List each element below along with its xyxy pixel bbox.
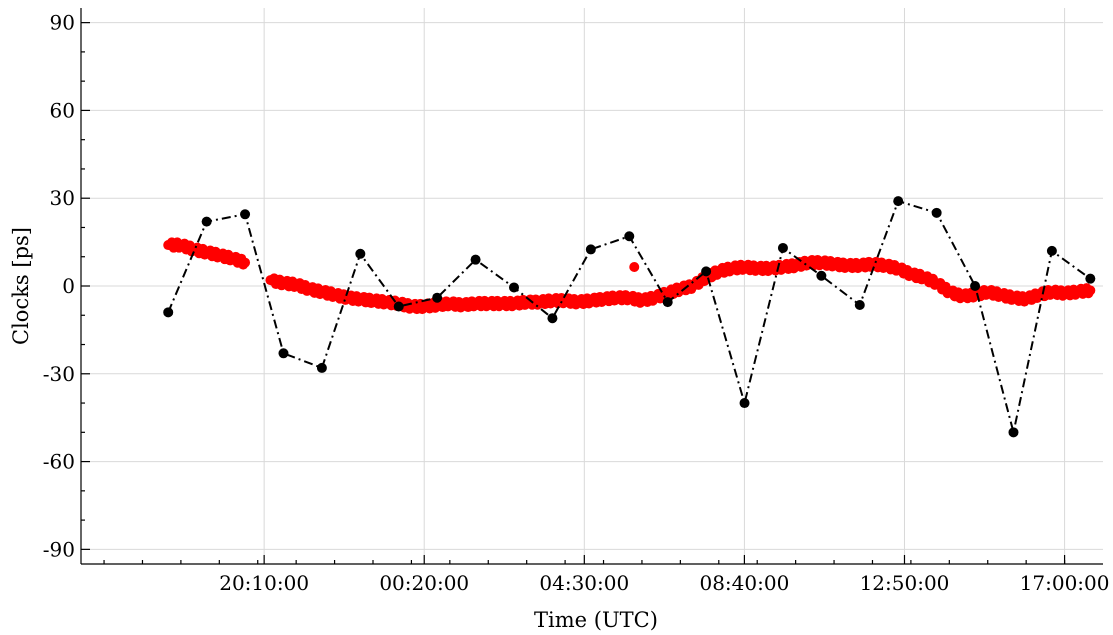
black-data-point: [470, 254, 481, 265]
black-data-point: [163, 307, 174, 318]
black-data-point: [278, 348, 289, 359]
x-tick-label: 00:20:00: [379, 571, 469, 595]
black-data-point: [854, 300, 865, 311]
red-data-point: [238, 259, 249, 270]
x-tick-label: 12:50:00: [860, 571, 950, 595]
black-data-point: [931, 207, 942, 218]
black-data-point: [240, 209, 251, 220]
y-tick-label: -30: [43, 362, 75, 386]
black-data-point: [739, 398, 750, 409]
y-tick-label: 60: [50, 98, 75, 122]
y-axis-title: Clocks [ps]: [9, 227, 33, 345]
black-data-point: [816, 270, 827, 281]
y-tick-label: -90: [43, 537, 75, 561]
tick-labels: 20:10:00 00:20:00 04:30:00 08:40:00 12:50:00…: [43, 11, 1110, 595]
black-data-point: [701, 266, 712, 277]
black-data-point: [970, 281, 981, 291]
axes: [80, 8, 1103, 565]
black-data-point: [201, 216, 212, 227]
black-data-point: [1008, 427, 1019, 438]
black-data-point: [432, 292, 443, 303]
black-data-point: [355, 248, 366, 259]
red-data-point: [1083, 288, 1094, 299]
black-data-point: [1046, 245, 1057, 256]
y-tick-label: -60: [43, 450, 75, 474]
x-tick-label: 08:40:00: [699, 571, 789, 595]
x-tick-label: 04:30:00: [539, 571, 629, 595]
red-dot-series: [163, 237, 1096, 315]
black-data-point: [509, 282, 520, 293]
x-axis-title: Time (UTC): [534, 608, 658, 632]
black-data-point: [624, 231, 635, 242]
black-data-point: [316, 362, 327, 373]
black-data-point: [893, 196, 904, 207]
red-data-point: [629, 261, 640, 272]
black-dashdot-series: [163, 196, 1096, 438]
black-data-point: [393, 301, 404, 312]
black-data-point: [662, 297, 673, 308]
y-tick-label: 30: [50, 186, 75, 210]
black-data-point: [1085, 273, 1096, 284]
y-tick-label: 90: [50, 11, 75, 35]
black-data-point: [547, 313, 558, 324]
y-tick-label: 0: [62, 274, 75, 298]
black-data-point: [777, 242, 788, 253]
x-tick-label: 17:00:00: [1020, 571, 1110, 595]
black-data-point: [585, 244, 596, 255]
x-tick-label: 20:10:00: [219, 571, 309, 595]
